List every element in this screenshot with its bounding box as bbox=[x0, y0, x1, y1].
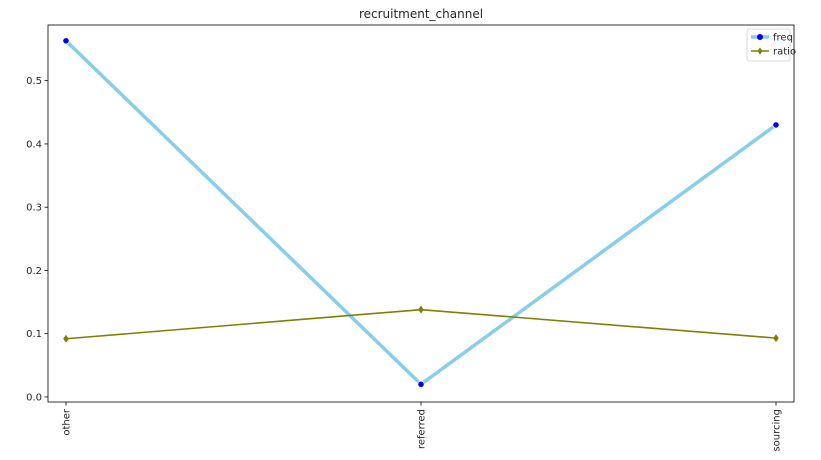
y-tick-label: 0.5 bbox=[26, 76, 42, 87]
y-tick-label: 0.4 bbox=[26, 139, 42, 150]
chart-title: recruitment_channel bbox=[359, 7, 483, 21]
y-tick-label: 0.0 bbox=[26, 392, 42, 403]
legend-label-ratio: ratio bbox=[773, 47, 796, 58]
legend: freq ratio bbox=[746, 28, 796, 62]
y-axis: 0.0 0.1 0.2 0.3 0.4 0.5 bbox=[26, 76, 48, 403]
x-tick-label-other: other bbox=[62, 408, 73, 436]
legend-label-freq: freq bbox=[773, 33, 793, 44]
legend-marker-freq bbox=[757, 34, 763, 40]
legend-marker-ratio bbox=[757, 47, 763, 55]
x-tick-label-sourcing: sourcing bbox=[772, 409, 783, 452]
point-ratio-referred bbox=[418, 305, 424, 314]
point-freq-referred bbox=[417, 380, 425, 388]
series-layer bbox=[62, 37, 780, 388]
series-freq bbox=[62, 37, 780, 388]
point-ratio-other bbox=[63, 334, 69, 343]
point-ratio-sourcing bbox=[773, 334, 779, 343]
y-tick-label: 0.2 bbox=[26, 266, 42, 277]
legend-entry-ratio: ratio bbox=[751, 47, 796, 58]
x-tick-label-referred: referred bbox=[417, 409, 428, 449]
x-axis: other referred sourcing bbox=[62, 402, 783, 452]
plot-area bbox=[47, 24, 795, 403]
series-ratio bbox=[63, 305, 779, 343]
point-freq-sourcing bbox=[772, 121, 780, 129]
y-tick-label: 0.1 bbox=[26, 329, 42, 340]
y-tick-label: 0.3 bbox=[26, 203, 42, 214]
point-freq-other bbox=[62, 37, 70, 45]
legend-entry-freq: freq bbox=[751, 33, 793, 44]
